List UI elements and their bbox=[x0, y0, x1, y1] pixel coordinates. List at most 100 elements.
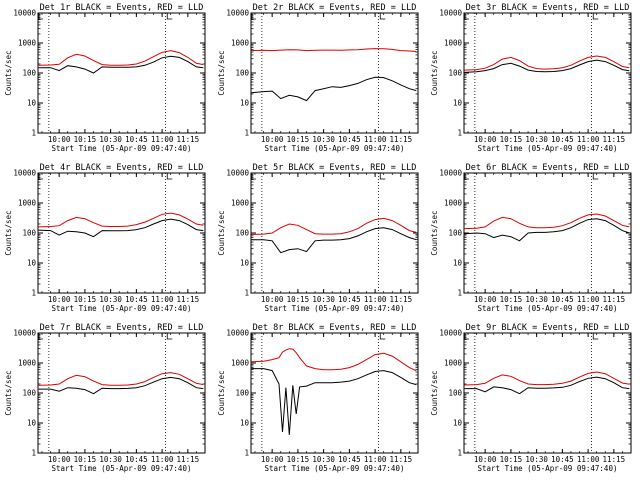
events-series-line bbox=[38, 55, 204, 74]
y-tick-label: 100 bbox=[235, 69, 249, 78]
x-axis-label: Start Time (05-Apr-09 09:47:40) bbox=[265, 304, 405, 313]
x-tick-label: 10:15 bbox=[500, 455, 523, 464]
y-tick-label: 100 bbox=[22, 389, 36, 398]
events-series-line bbox=[464, 218, 630, 242]
x-axis-label: Start Time (05-Apr-09 09:47:40) bbox=[478, 304, 618, 313]
detector-chart-svg: Det 3r BLACK = Events, RED = LLD 1 10 100 10… bbox=[430, 3, 632, 153]
lld-series-line bbox=[38, 50, 204, 66]
x-tick-label: 10:45 bbox=[338, 135, 361, 144]
x-tick-label: 10:00 bbox=[261, 455, 284, 464]
detector-chart-svg: Det 1r BLACK = Events, RED = LLD 1 10 100 10… bbox=[4, 3, 206, 153]
y-tick-label: 10 bbox=[453, 259, 463, 268]
plot-frame bbox=[463, 332, 632, 454]
x-tick-label: 10:15 bbox=[74, 295, 97, 304]
lld-series-line bbox=[464, 55, 630, 71]
y-tick-label: 1000 bbox=[18, 39, 37, 48]
detector-chart-svg: Det 6r BLACK = Events, RED = LLD 1 10 100 10… bbox=[430, 163, 632, 313]
events-series-line bbox=[464, 376, 630, 395]
x-tick-label: 11:15 bbox=[177, 135, 200, 144]
detector-chart-svg: Det 2r BLACK = Events, RED = LLD 1 10 100 10… bbox=[217, 3, 419, 153]
x-tick-label: 10:30 bbox=[99, 455, 122, 464]
corner-marker bbox=[379, 13, 386, 20]
chart-title: Det 9r BLACK = Events, RED = LLD bbox=[466, 323, 630, 333]
y-tick-label: 10 bbox=[27, 99, 37, 108]
y-tick-label: 1000 bbox=[444, 39, 463, 48]
x-tick-label: 10:15 bbox=[74, 455, 97, 464]
plot-frame bbox=[463, 12, 632, 134]
x-tick-label: 11:00 bbox=[364, 135, 387, 144]
corner-marker bbox=[166, 333, 173, 340]
lld-series-line bbox=[38, 372, 204, 386]
y-tick-label: 10000 bbox=[226, 329, 249, 338]
chart-title: Det 6r BLACK = Events, RED = LLD bbox=[466, 163, 630, 173]
y-tick-label: 10000 bbox=[226, 169, 249, 178]
y-tick-label: 1000 bbox=[231, 199, 250, 208]
chart-title: Det 5r BLACK = Events, RED = LLD bbox=[253, 163, 417, 173]
detector-chart-svg: Det 4r BLACK = Events, RED = LLD 1 10 100 10… bbox=[4, 163, 206, 313]
x-tick-label: 10:30 bbox=[525, 135, 548, 144]
plot-frame bbox=[250, 332, 419, 454]
chart-title: Det 1r BLACK = Events, RED = LLD bbox=[40, 3, 204, 13]
y-tick-label: 100 bbox=[448, 389, 462, 398]
x-tick-label: 10:15 bbox=[500, 295, 523, 304]
x-tick-label: 11:15 bbox=[390, 455, 413, 464]
detector-panel: Det 4r BLACK = Events, RED = LLD 1 10 100 10… bbox=[0, 160, 213, 320]
x-tick-label: 11:00 bbox=[364, 295, 387, 304]
detector-panel: Det 9r BLACK = Events, RED = LLD 1 10 100 10… bbox=[426, 320, 639, 480]
y-tick-label: 1 bbox=[244, 449, 249, 458]
detector-chart-svg: Det 9r BLACK = Events, RED = LLD 1 10 100 10… bbox=[430, 323, 632, 473]
chart-title: Det 8r BLACK = Events, RED = LLD bbox=[253, 323, 417, 333]
y-axis-label: Counts/sec bbox=[430, 50, 439, 95]
x-tick-label: 10:45 bbox=[551, 135, 574, 144]
x-tick-label: 10:45 bbox=[551, 295, 574, 304]
x-tick-label: 10:15 bbox=[287, 455, 310, 464]
corner-marker bbox=[166, 173, 173, 180]
y-tick-label: 100 bbox=[235, 229, 249, 238]
x-tick-label: 10:45 bbox=[125, 295, 148, 304]
x-tick-label: 10:00 bbox=[261, 295, 284, 304]
x-tick-label: 11:00 bbox=[577, 295, 600, 304]
y-axis-label: Counts/sec bbox=[4, 210, 13, 255]
x-tick-label: 10:30 bbox=[312, 135, 335, 144]
corner-marker bbox=[251, 333, 256, 340]
chart-title: Det 3r BLACK = Events, RED = LLD bbox=[466, 3, 630, 13]
detector-chart-svg: Det 5r BLACK = Events, RED = LLD 1 10 100 10… bbox=[217, 163, 419, 313]
y-tick-label: 1000 bbox=[444, 359, 463, 368]
x-axis-label: Start Time (05-Apr-09 09:47:40) bbox=[478, 144, 618, 153]
x-axis-label: Start Time (05-Apr-09 09:47:40) bbox=[478, 464, 618, 473]
corner-marker bbox=[251, 173, 256, 180]
y-tick-label: 10 bbox=[27, 259, 37, 268]
y-tick-label: 10 bbox=[27, 419, 37, 428]
y-tick-label: 100 bbox=[22, 229, 36, 238]
y-axis-label: Counts/sec bbox=[217, 210, 226, 255]
x-tick-label: 11:15 bbox=[390, 295, 413, 304]
plot-frame bbox=[250, 12, 419, 134]
x-tick-label: 10:00 bbox=[48, 135, 71, 144]
y-tick-label: 100 bbox=[22, 69, 36, 78]
x-tick-label: 11:00 bbox=[151, 455, 174, 464]
y-tick-label: 1 bbox=[244, 289, 249, 298]
x-tick-label: 10:45 bbox=[338, 295, 361, 304]
y-tick-label: 10000 bbox=[439, 169, 462, 178]
x-axis-label: Start Time (05-Apr-09 09:47:40) bbox=[52, 304, 192, 313]
x-tick-label: 11:15 bbox=[603, 295, 626, 304]
y-tick-label: 10000 bbox=[439, 9, 462, 18]
x-tick-label: 10:45 bbox=[551, 455, 574, 464]
x-tick-label: 10:15 bbox=[74, 135, 97, 144]
detector-panel: Det 6r BLACK = Events, RED = LLD 1 10 100 10… bbox=[426, 160, 639, 320]
x-tick-label: 10:15 bbox=[500, 135, 523, 144]
x-tick-label: 10:30 bbox=[525, 295, 548, 304]
x-tick-label: 10:00 bbox=[474, 455, 497, 464]
y-tick-label: 1000 bbox=[18, 359, 37, 368]
corner-marker bbox=[251, 13, 256, 20]
x-tick-label: 11:00 bbox=[577, 135, 600, 144]
y-axis-label: Counts/sec bbox=[217, 370, 226, 415]
x-tick-label: 11:15 bbox=[177, 295, 200, 304]
lld-series-line bbox=[251, 348, 417, 372]
x-axis-label: Start Time (05-Apr-09 09:47:40) bbox=[265, 144, 405, 153]
x-tick-label: 10:45 bbox=[338, 455, 361, 464]
x-tick-label: 10:30 bbox=[99, 295, 122, 304]
y-tick-label: 1 bbox=[31, 449, 36, 458]
y-tick-label: 10000 bbox=[13, 169, 36, 178]
y-axis-label: Counts/sec bbox=[430, 370, 439, 415]
